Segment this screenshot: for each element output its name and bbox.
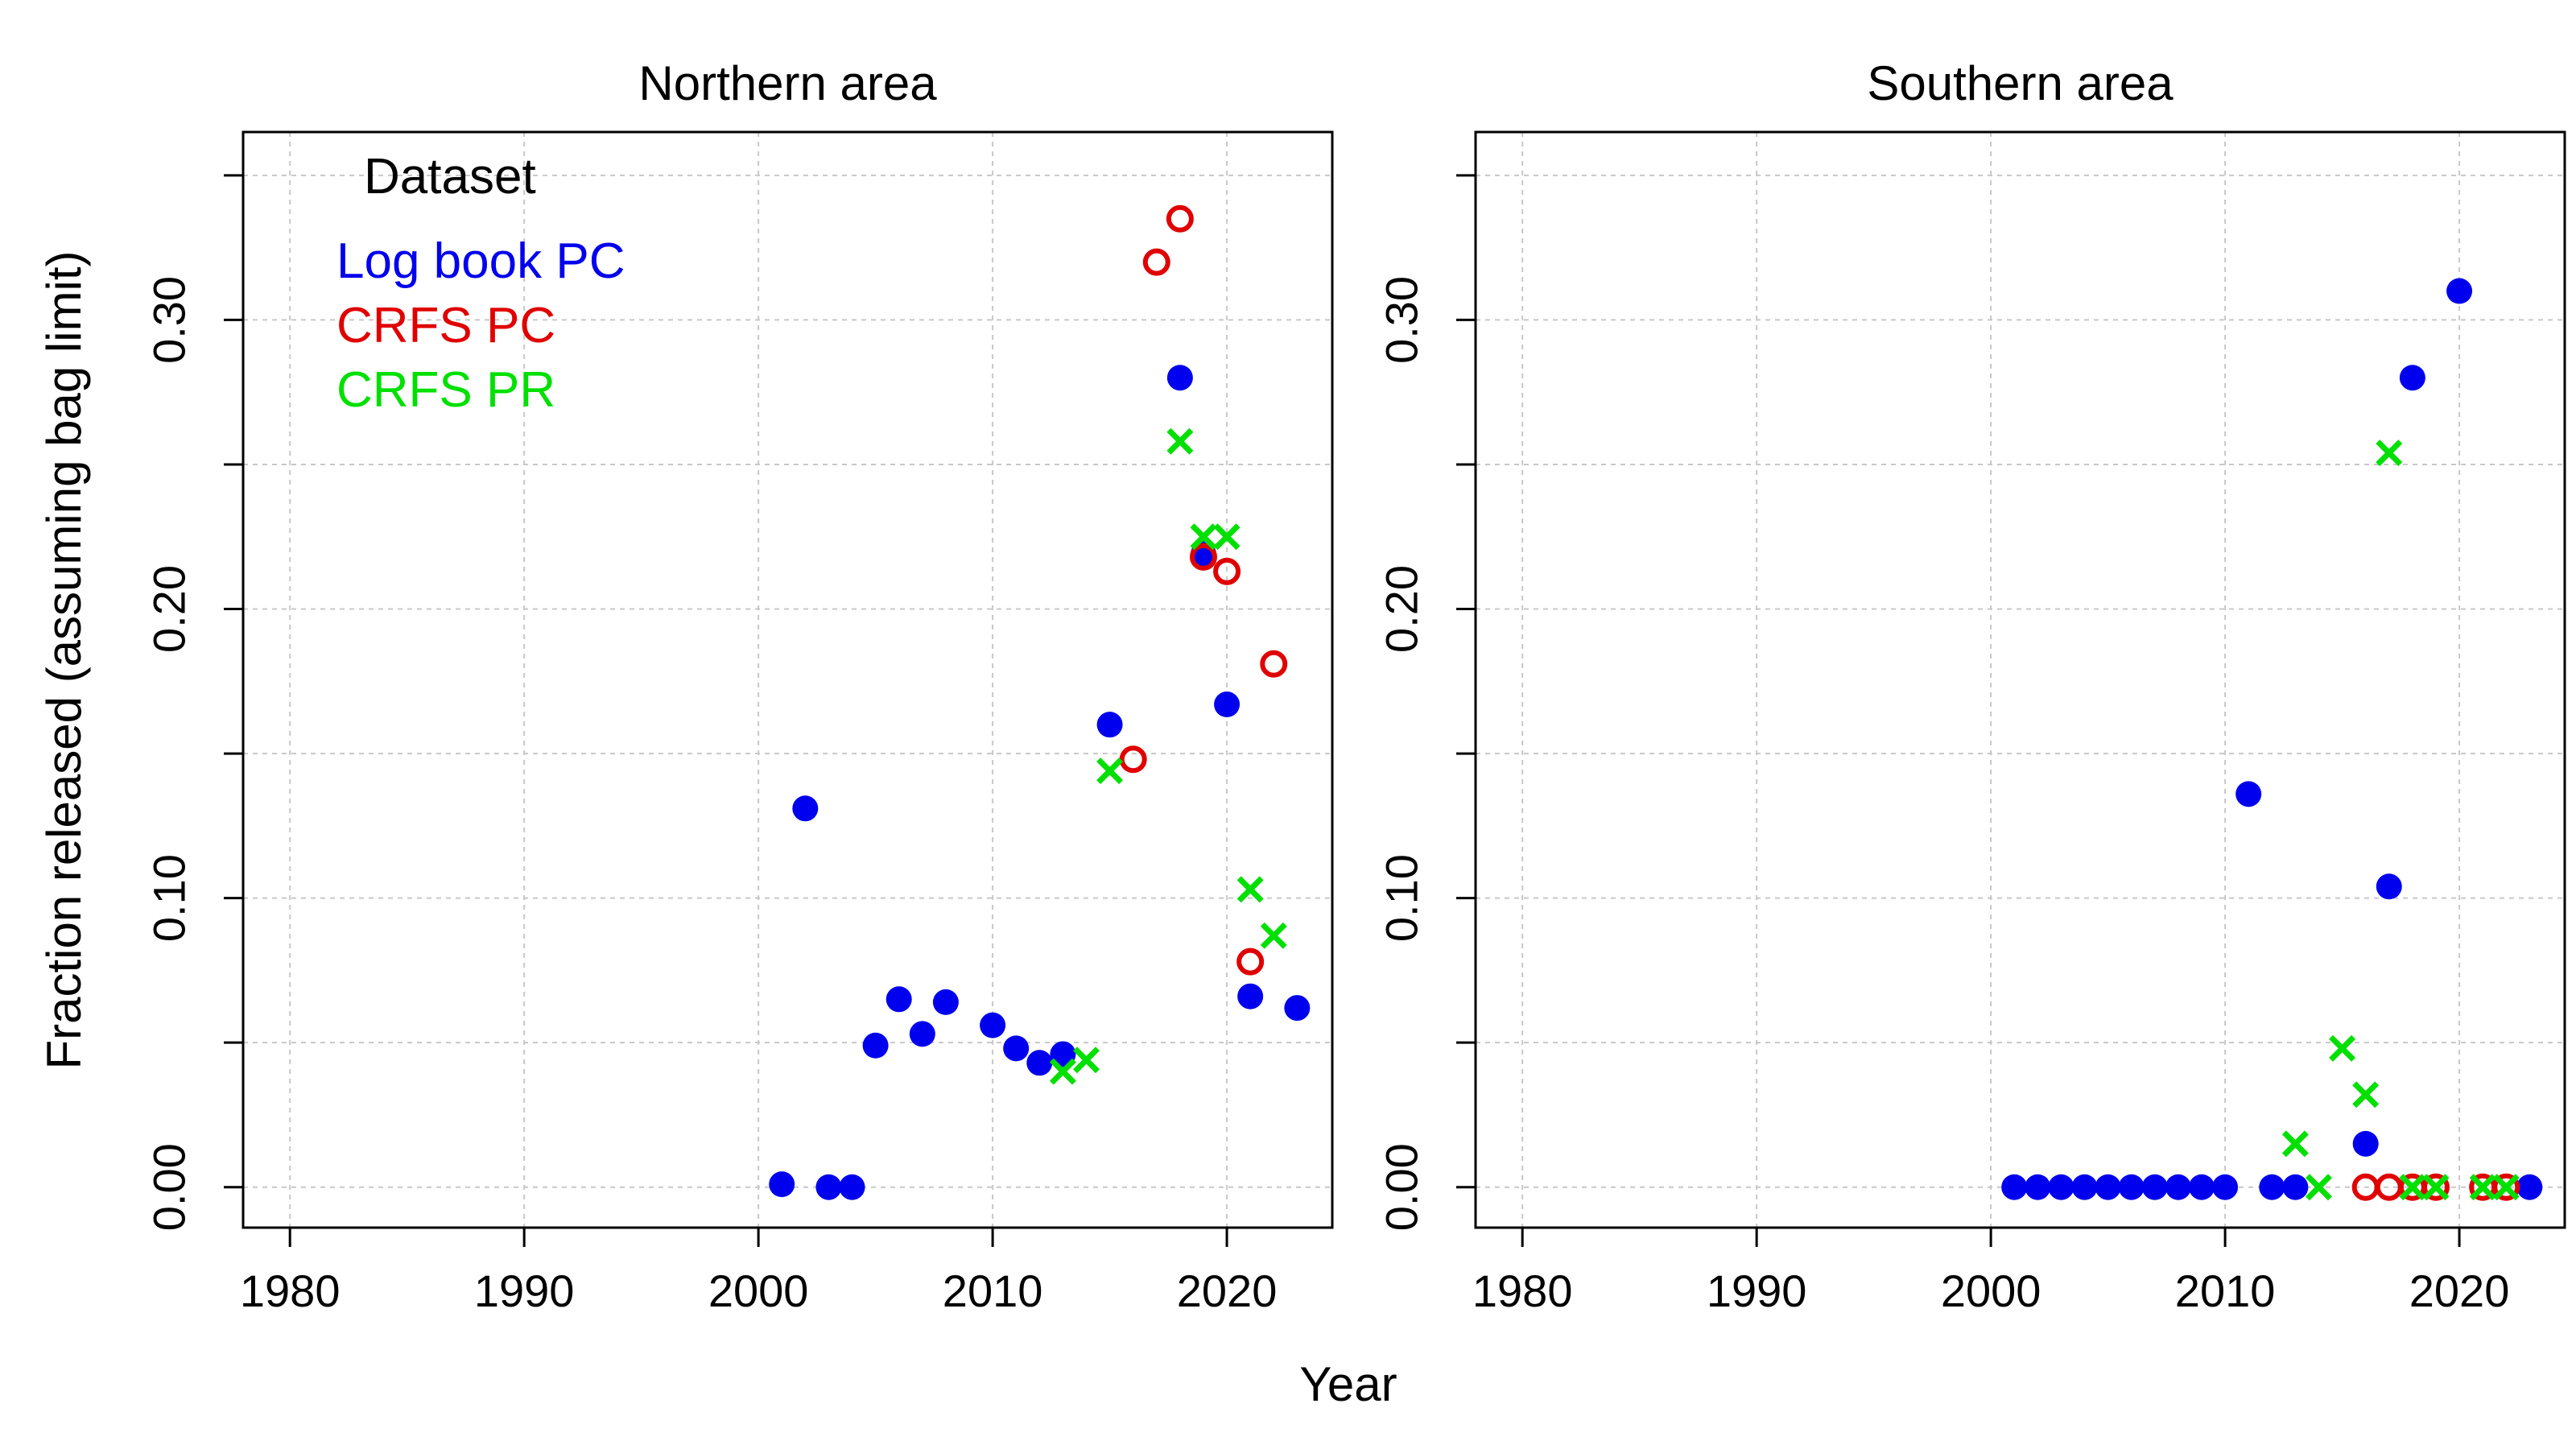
y-tick-label-0-20: 0.20	[1377, 565, 1427, 653]
point-crfs-pc-2018	[1166, 204, 1194, 233]
panel-southern-area: 1980 1990 2000 2010 2020 0.00 0.10 0.20 0.30 Sout…	[1377, 56, 2566, 1316]
series-crfs-pr	[2281, 440, 2520, 1201]
point-crfs-pc-2022	[1260, 650, 1288, 678]
point-log-book-pc-2023	[2516, 1174, 2543, 1200]
x-tick-label-2000: 2000	[708, 1265, 809, 1316]
point-log-book-pc-2016	[2352, 1130, 2379, 1157]
legend-title: Dataset	[364, 149, 536, 204]
point-log-book-pc-2008	[932, 989, 959, 1015]
y-tick-label-0-00: 0.00	[144, 1143, 195, 1231]
point-log-book-pc-2018	[2399, 365, 2425, 391]
x-tick-label-2010: 2010	[943, 1265, 1043, 1316]
series-crfs-pc	[1119, 204, 1288, 976]
point-log-book-pc-2011	[2235, 781, 2262, 807]
point-crfs-pr-2018	[2399, 1174, 2426, 1201]
point-crfs-pc-2019	[2421, 1173, 2450, 1201]
point-log-book-pc-2004	[2071, 1174, 2098, 1200]
point-crfs-pr-2021	[1236, 876, 1264, 903]
point-log-book-pc-2006	[2118, 1174, 2145, 1200]
y-tick-label-0-30: 0.30	[1377, 276, 1427, 364]
y-tick-label-0-00: 0.00	[1377, 1143, 1427, 1231]
point-log-book-pc-2008	[2165, 1174, 2191, 1200]
x-tick-label-1990: 1990	[474, 1265, 575, 1316]
x-tick-label-1980: 1980	[1472, 1265, 1573, 1316]
x-axis-label: Year	[1299, 1357, 1397, 1411]
point-log-book-pc-2018	[1166, 365, 1193, 391]
point-log-book-pc-2004	[839, 1174, 865, 1200]
x-tick-label-2010: 2010	[2175, 1265, 2276, 1316]
series-log-book-pc	[2001, 278, 2543, 1200]
point-crfs-pc-2017	[1142, 248, 1170, 276]
point-crfs-pr-2014	[2306, 1174, 2332, 1201]
point-crfs-pr-2013	[1049, 1058, 1076, 1085]
point-crfs-pc-2021	[1236, 947, 1265, 976]
point-crfs-pc-2016	[1119, 745, 1147, 774]
point-log-book-pc-2001	[769, 1171, 795, 1198]
panel-title: Southern area	[1867, 56, 2174, 110]
y-tick-label-0-10: 0.10	[144, 854, 195, 942]
point-log-book-pc-2013	[1050, 1041, 1076, 1067]
point-log-book-pc-2002	[2025, 1174, 2051, 1200]
point-log-book-pc-2015	[1096, 712, 1123, 738]
y-axis-label: Fraction released (assuming bag limit)	[37, 250, 91, 1069]
legend-item-crfs-pr: CRFS PR	[336, 362, 555, 418]
series-log-book-pc	[769, 365, 1311, 1200]
x-tick-label-2020: 2020	[1177, 1265, 1278, 1316]
point-crfs-pr-2017	[2376, 440, 2403, 467]
point-crfs-pr-2019	[1190, 523, 1217, 551]
point-crfs-pc-2019	[1189, 543, 1217, 571]
point-log-book-pc-2010	[2212, 1174, 2239, 1200]
point-log-book-pc-2003	[2048, 1174, 2074, 1200]
point-crfs-pr-2015	[2329, 1034, 2356, 1062]
x-tick-label-2000: 2000	[1941, 1265, 2041, 1316]
y-tick-label-0-10: 0.10	[1377, 854, 1427, 942]
point-log-book-pc-2010	[980, 1012, 1006, 1038]
y-tick-label-0-30: 0.30	[144, 276, 195, 364]
point-log-book-pc-2009	[2189, 1174, 2215, 1200]
point-crfs-pr-2019	[2422, 1174, 2450, 1201]
point-crfs-pr-2013	[2281, 1130, 2309, 1158]
y-tick-label-0-20: 0.20	[144, 565, 195, 653]
panel-title: Northern area	[638, 56, 937, 110]
point-crfs-pr-2021	[2469, 1174, 2496, 1201]
plot-frame	[1474, 130, 2566, 1229]
point-log-book-pc-2011	[1003, 1035, 1030, 1062]
x-tick-label-2020: 2020	[2409, 1265, 2510, 1316]
point-log-book-pc-2005	[2095, 1174, 2121, 1200]
point-log-book-pc-2002	[792, 795, 819, 822]
point-log-book-pc-2012	[2259, 1174, 2285, 1200]
point-log-book-pc-2021	[1237, 983, 1264, 1009]
point-log-book-pc-2006	[886, 986, 912, 1013]
point-log-book-pc-2005	[862, 1032, 889, 1059]
point-crfs-pr-2016	[2352, 1081, 2380, 1108]
x-tick-label-1990: 1990	[1707, 1265, 1807, 1316]
point-crfs-pr-2022	[1260, 922, 1287, 949]
point-crfs-pr-2018	[1166, 427, 1194, 455]
point-crfs-pr-2022	[2492, 1174, 2520, 1201]
panel-northern-area: 1980 1990 2000 2010 2020 0.00 0.10 0.20 0.30 Nort…	[144, 56, 1334, 1316]
point-log-book-pc-2020	[1214, 691, 1241, 718]
point-log-book-pc-2017	[2376, 873, 2402, 900]
point-log-book-pc-2012	[1026, 1050, 1053, 1076]
point-crfs-pc-2020	[1213, 557, 1241, 585]
point-crfs-pr-2015	[1096, 758, 1124, 785]
series-crfs-pr	[1049, 427, 1287, 1085]
legend-item-crfs-pc: CRFS PC	[336, 298, 555, 353]
point-log-book-pc-2013	[2282, 1174, 2309, 1200]
plot-frame	[242, 130, 1334, 1229]
point-log-book-pc-2020	[2446, 278, 2473, 304]
point-log-book-pc-2023	[1284, 995, 1311, 1022]
x-tick-label-1980: 1980	[240, 1265, 341, 1316]
point-log-book-pc-2007	[2141, 1174, 2168, 1200]
series-crfs-pc	[2351, 1173, 2520, 1201]
point-log-book-pc-2003	[815, 1174, 842, 1200]
legend: Dataset Log book PC CRFS PC CRFS PR	[336, 149, 625, 418]
point-log-book-pc-2001	[2001, 1174, 2028, 1200]
point-crfs-pr-2014	[1073, 1046, 1100, 1074]
point-crfs-pr-2020	[1213, 523, 1241, 551]
point-crfs-pc-2022	[2492, 1173, 2520, 1201]
point-log-book-pc-2007	[909, 1021, 935, 1047]
legend-item-log-book-pc: Log book PC	[336, 233, 625, 289]
